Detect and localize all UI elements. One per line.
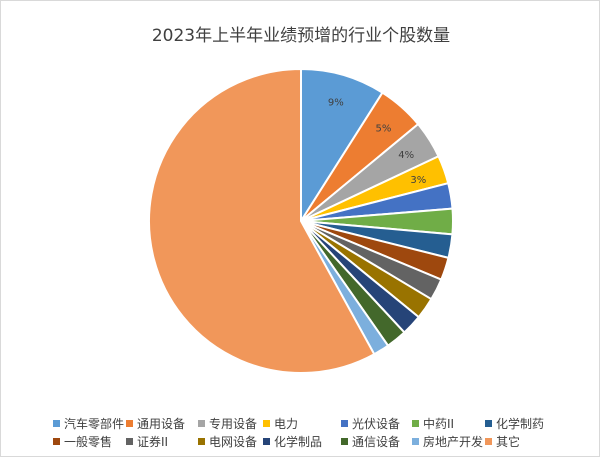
legend-label: 其它 [496,435,521,449]
legend-item: 电力 [263,415,298,432]
legend-label: 汽车零部件 [64,417,125,431]
legend-swatch [126,438,133,445]
legend-label: 光伏设备 [352,417,401,431]
legend-swatch [412,438,419,445]
legend-item: 光伏设备 [341,415,400,432]
legend-label: 电力 [274,417,299,431]
legend-label: 电网设备 [209,435,258,449]
legend-swatch [53,420,60,427]
legend-label: 化学制品 [274,435,323,449]
legend-swatch [341,420,348,427]
legend-item: 通信设备 [341,433,400,450]
legend-swatch [341,438,348,445]
legend-swatch [412,420,419,427]
pie-slice-1 [300,67,384,225]
legend-item: 专用设备 [198,415,257,432]
data-label: 3% [410,175,426,186]
legend-item: 中药II [412,415,454,432]
legend-item: 化学制品 [263,433,322,450]
data-label: 4% [398,150,414,161]
data-label: 9% [328,97,344,108]
legend-label: 证券II [137,435,169,449]
legend-item: 汽车零部件 [53,415,124,432]
legend-swatch [126,420,133,427]
data-label: 5% [375,124,391,135]
legend-item: 一般零售 [53,433,112,450]
legend-label: 化学制药 [496,417,545,431]
legend-swatch [263,438,270,445]
legend-swatch [198,438,205,445]
legend-swatch [485,438,492,445]
pie-slice-14 [148,67,376,374]
legend-item: 其它 [485,433,520,450]
legend-item: 化学制药 [485,415,544,432]
legend-swatch [53,438,60,445]
legend-swatch [198,420,205,427]
legend-label: 通信设备 [352,435,401,449]
legend-item: 电网设备 [198,433,257,450]
legend-item: 通用设备 [126,415,185,432]
legend-label: 一般零售 [64,435,113,449]
legend-item: 房地产开发 [412,433,483,450]
chart-title: 2023年上半年业绩预增的行业个股数量 [151,26,451,46]
legend-swatch [485,420,492,427]
legend-label: 专用设备 [209,417,258,431]
legend-label: 中药II [423,417,455,431]
legend-item: 证券II [126,433,168,450]
legend-label: 通用设备 [137,417,186,431]
legend-swatch [263,420,270,427]
legend-label: 房地产开发 [423,435,484,449]
